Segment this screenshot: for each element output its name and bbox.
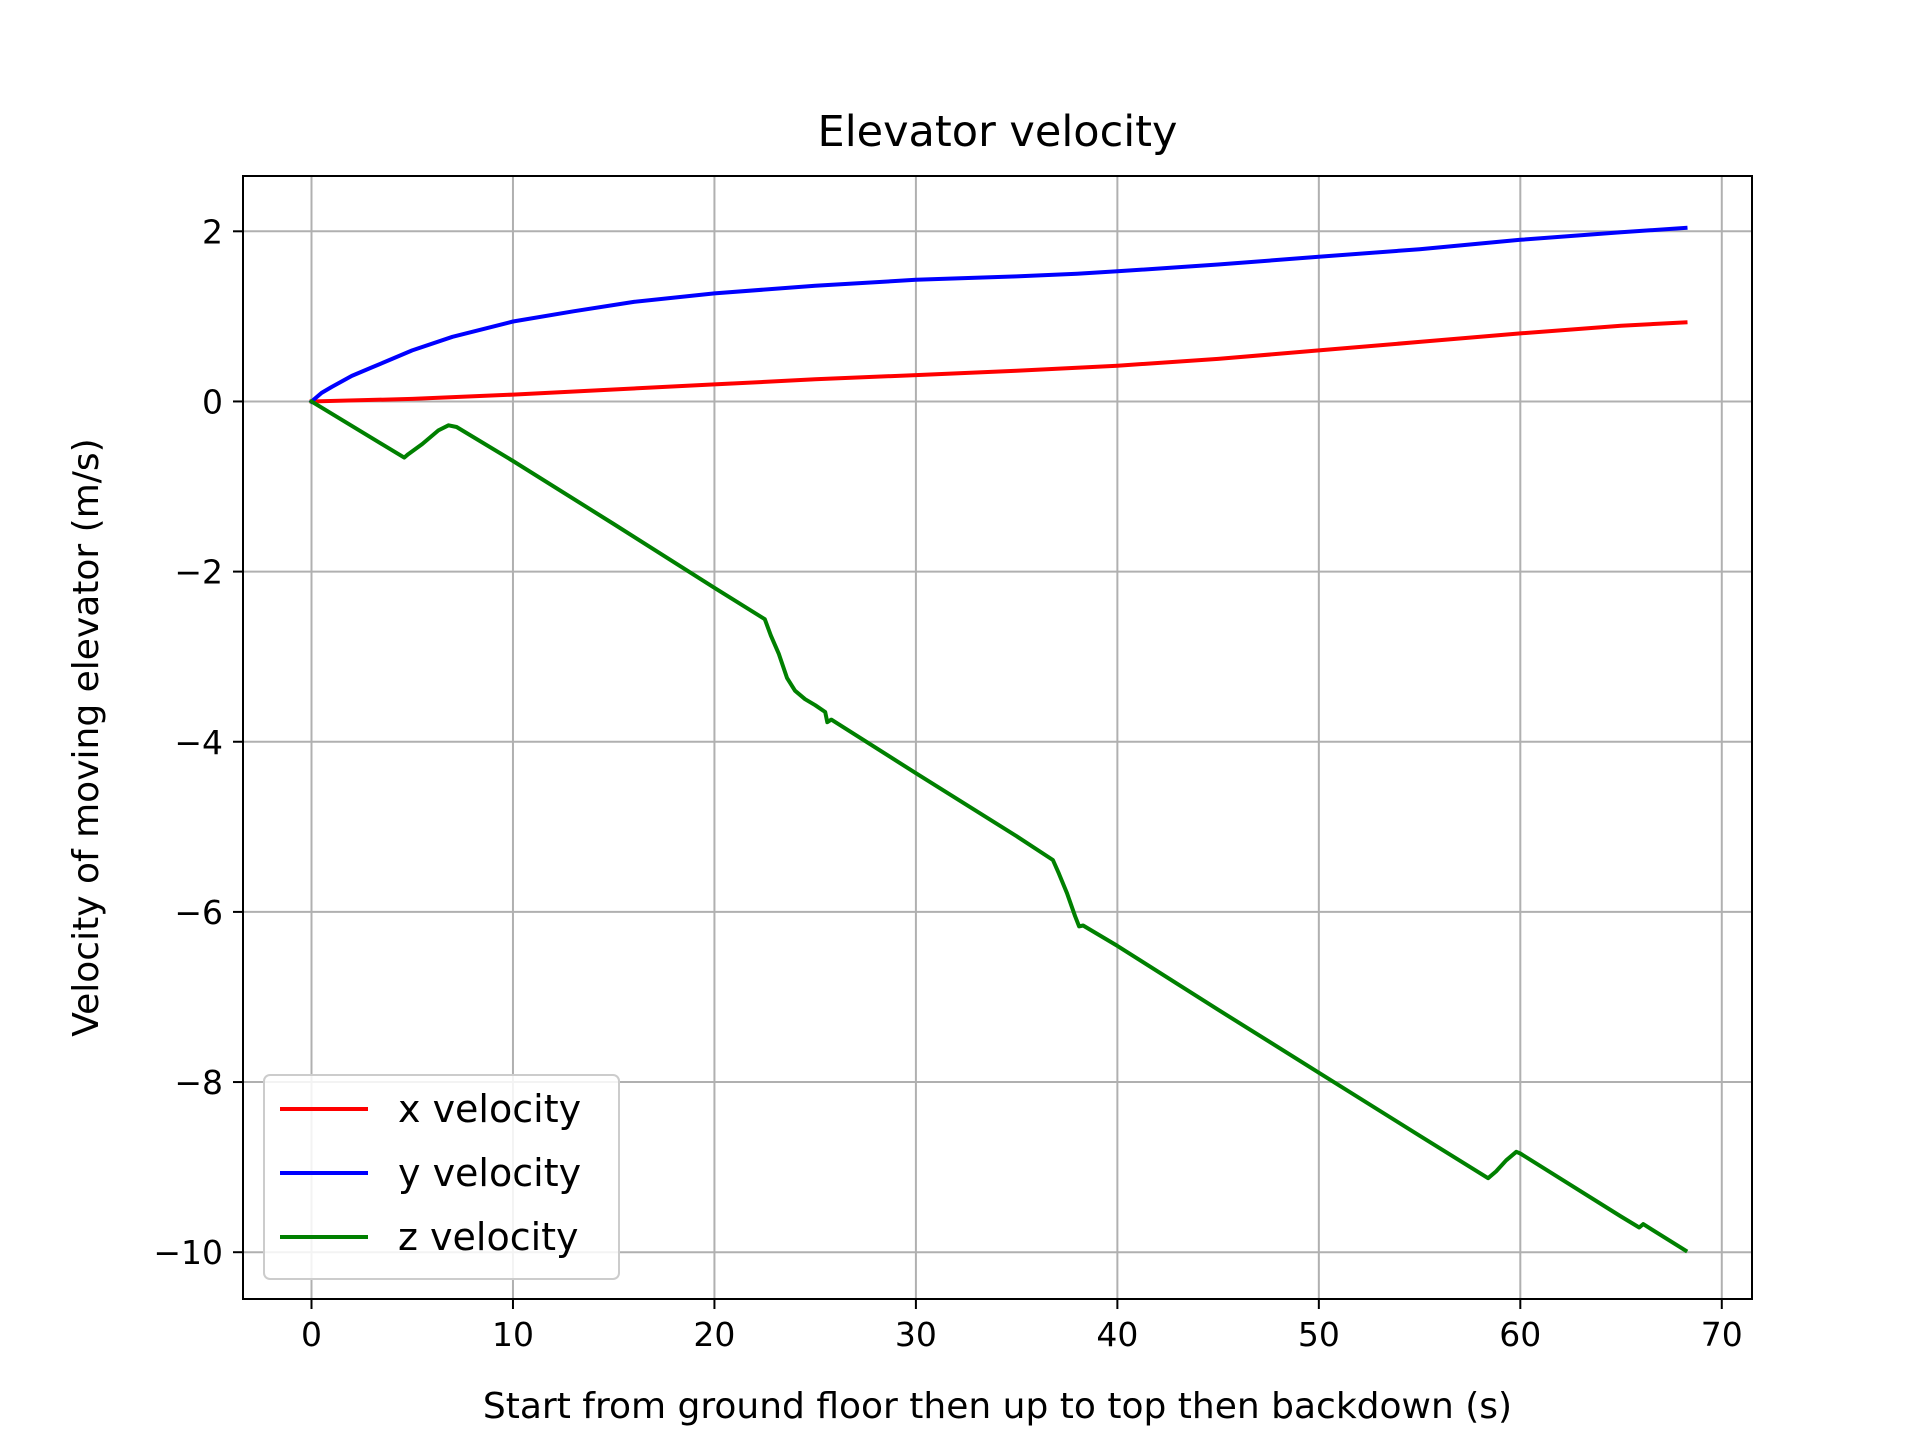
y-tick-label: −2	[174, 553, 223, 592]
series-line-2	[308, 398, 1689, 1254]
legend-label-2: z velocity	[398, 1215, 579, 1259]
plot-area-frame	[242, 175, 1753, 1300]
y-tick-label: 2	[202, 212, 223, 251]
legend-box	[263, 1074, 620, 1280]
y-tick-label: 0	[202, 382, 223, 421]
y-tick-label: −10	[153, 1233, 223, 1272]
y-tick-label: −8	[174, 1063, 223, 1102]
x-tick-label: 20	[693, 1315, 735, 1354]
x-axis-label: Start from ground floor then up to top t…	[483, 1386, 1512, 1427]
series-lines	[308, 225, 1689, 1254]
series-line-0	[309, 320, 1688, 404]
grid-lines	[243, 176, 1752, 1299]
x-tick-label: 40	[1096, 1315, 1138, 1354]
legend-label-1: y velocity	[398, 1151, 581, 1195]
legend-label-0: x velocity	[398, 1087, 581, 1131]
chart-title: Elevator velocity	[818, 107, 1178, 157]
y-axis-label: Velocity of moving elevator (m/s)	[66, 438, 107, 1036]
y-tick-label: −4	[174, 723, 223, 762]
series-line-1	[308, 225, 1688, 405]
x-tick-label: 30	[895, 1315, 937, 1354]
legend: x velocity y velocity z velocity	[263, 1074, 620, 1280]
x-tick-label: 60	[1499, 1315, 1541, 1354]
y-tick-label: −6	[174, 893, 223, 932]
x-tick-label: 10	[492, 1315, 534, 1354]
x-tick-label: 70	[1701, 1315, 1743, 1354]
x-tick-label: 0	[301, 1315, 322, 1354]
x-tick-label: 50	[1298, 1315, 1340, 1354]
